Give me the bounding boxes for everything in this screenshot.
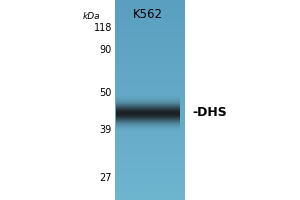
Text: K562: K562 [133, 8, 163, 21]
Text: 50: 50 [100, 88, 112, 98]
Text: kDa: kDa [82, 12, 100, 21]
Text: -DHS: -DHS [192, 106, 227, 119]
Text: 90: 90 [100, 45, 112, 55]
Text: 39: 39 [100, 125, 112, 135]
Text: 27: 27 [100, 173, 112, 183]
Text: 118: 118 [94, 23, 112, 33]
